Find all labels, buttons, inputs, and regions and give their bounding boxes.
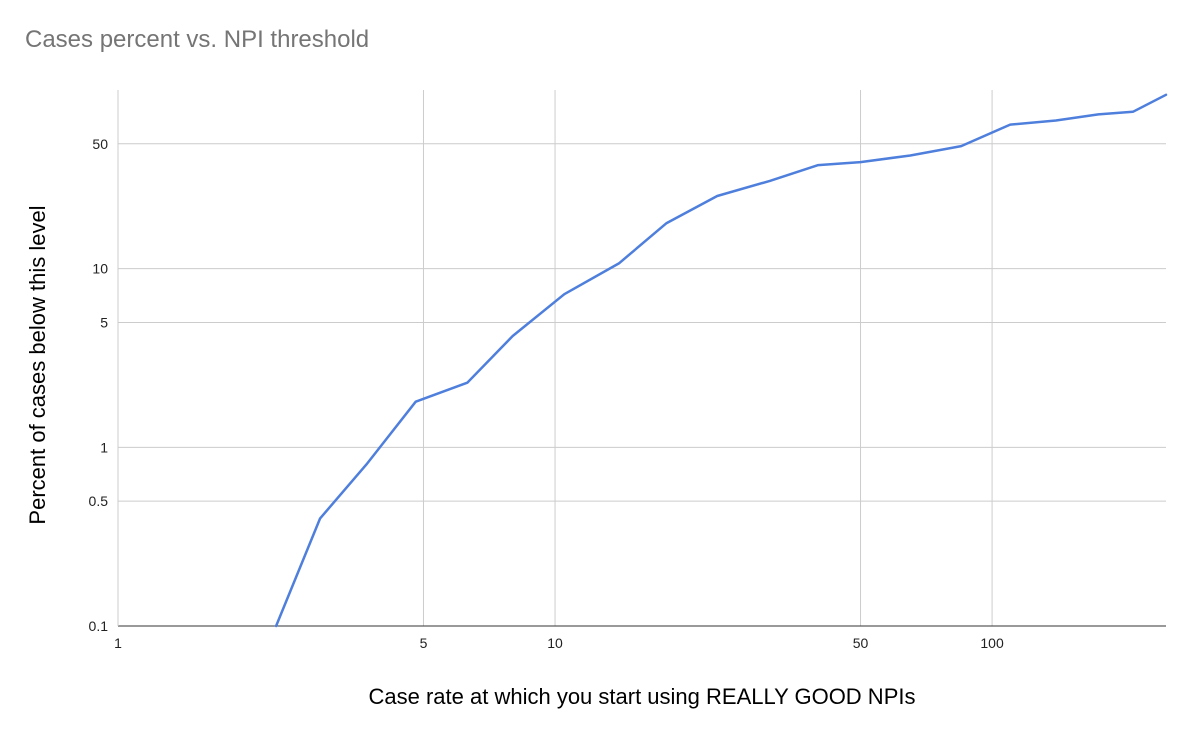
y-tick-label: 10 (92, 261, 108, 277)
x-axis-label: Case rate at which you start using REALL… (368, 684, 916, 709)
y-tick-label: 0.1 (89, 618, 109, 634)
y-tick-label: 50 (92, 136, 108, 152)
x-tick-label: 1 (114, 635, 122, 651)
x-tick-label: 100 (980, 635, 1004, 651)
y-tick-label: 1 (100, 439, 108, 455)
chart-title: Cases percent vs. NPI threshold (25, 26, 370, 53)
x-tick-label: 5 (420, 635, 428, 651)
series-line (274, 93, 1168, 628)
y-tick-label: 0.5 (89, 493, 109, 509)
y-tick-label: 5 (100, 314, 108, 330)
x-tick-label: 50 (853, 635, 869, 651)
x-tick-label: 10 (547, 635, 563, 651)
